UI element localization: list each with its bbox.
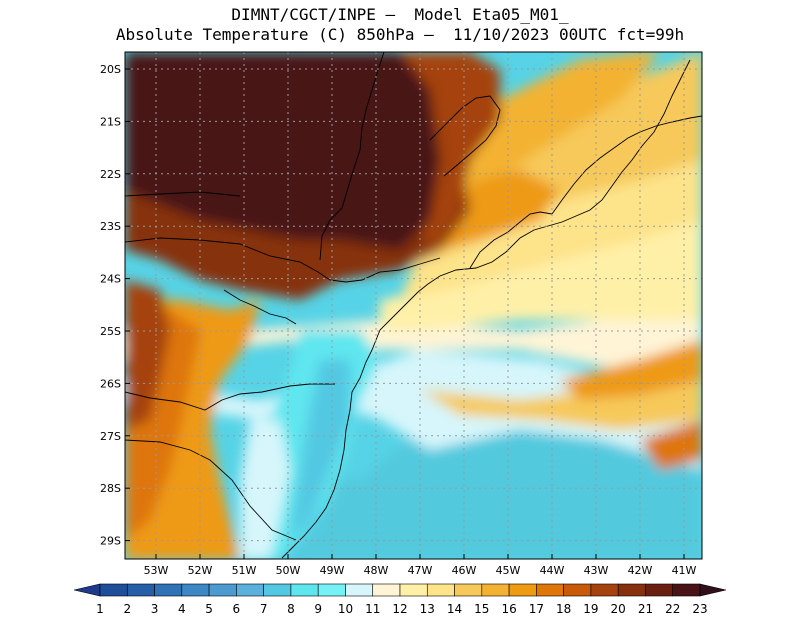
coastline-borders <box>125 52 702 559</box>
colorbar-label: 9 <box>314 602 322 616</box>
colorbar-label: 12 <box>392 602 407 616</box>
colorbar-label: 23 <box>692 602 707 616</box>
colorbar-swatch <box>454 583 483 597</box>
colorbar-label: 8 <box>287 602 295 616</box>
colorbar-label: 18 <box>556 602 571 616</box>
colorbar-swatch <box>481 583 510 597</box>
lon-tick-label: 44W <box>540 564 565 577</box>
colorbar-arrow-low <box>73 583 101 597</box>
longitude-axis: 53W 52W 51W 50W 49W 48W 47W 46W 45W 44W 43W 42W 41W <box>144 554 697 577</box>
colorbar-label: 16 <box>501 602 516 616</box>
colorbar-swatch <box>345 583 374 597</box>
colorbar-swatch <box>126 583 155 597</box>
lat-tick-label: 23S <box>100 220 121 233</box>
colorbar-swatch <box>590 583 619 597</box>
colorbar-swatch <box>536 583 564 597</box>
colorbar-label: 5 <box>205 602 213 616</box>
colorbar-label: 10 <box>338 602 353 616</box>
colorbar-swatch <box>563 583 592 597</box>
lon-tick-label: 49W <box>320 564 345 577</box>
colorbar-swatch <box>399 583 428 597</box>
colorbar-label: 11 <box>365 602 380 616</box>
lat-tick-label: 25S <box>100 325 121 338</box>
lat-tick-label: 27S <box>100 430 121 443</box>
colorbar-label: 4 <box>178 602 186 616</box>
temperature-field <box>125 52 702 559</box>
colorbar-label: 20 <box>611 602 626 616</box>
lon-tick-label: 43W <box>584 564 609 577</box>
colorbar-swatch <box>99 583 128 597</box>
colorbar-swatch <box>508 583 537 597</box>
colorbar-label: 21 <box>638 602 653 616</box>
colorbar-swatch <box>426 583 455 597</box>
colorbar-label: 13 <box>420 602 435 616</box>
map-title: DIMNT/CGCT/INPE – Model Eta05_M01_ <box>231 5 569 24</box>
colorbar-swatch <box>154 583 183 597</box>
colorbar-label: 19 <box>583 602 598 616</box>
lat-tick-label: 24S <box>100 273 121 286</box>
colorbar-swatch <box>617 583 646 597</box>
colorbar-label: 2 <box>123 602 131 616</box>
colorbar-swatch <box>208 583 237 597</box>
lon-tick-label: 45W <box>496 564 521 577</box>
colorbar <box>73 583 727 597</box>
lon-tick-label: 48W <box>364 564 389 577</box>
lon-tick-label: 41W <box>672 564 697 577</box>
colorbar-swatch <box>672 583 701 597</box>
colorbar-label: 1 <box>96 602 104 616</box>
lon-tick-label: 46W <box>452 564 477 577</box>
colorbar-swatch <box>317 583 346 597</box>
lon-tick-label: 52W <box>188 564 213 577</box>
colorbar-label: 14 <box>447 602 462 616</box>
lon-tick-label: 47W <box>408 564 433 577</box>
colorbar-swatch <box>236 583 264 597</box>
colorbar-swatch <box>372 583 401 597</box>
colorbar-swatch <box>181 583 210 597</box>
lon-tick-label: 51W <box>232 564 257 577</box>
colorbar-arrow-high <box>699 583 727 597</box>
colorbar-label: 6 <box>233 602 241 616</box>
lon-tick-label: 50W <box>276 564 301 577</box>
lat-tick-label: 29S <box>100 535 121 548</box>
map-subtitle: Absolute Temperature (C) 850hPa – 11/10/… <box>115 25 685 44</box>
colorbar-label: 15 <box>474 602 489 616</box>
colorbar-label: 7 <box>260 602 268 616</box>
latitude-axis: 20S 21S 22S 23S 24S 25S 26S 27S 28S 29S <box>100 63 130 548</box>
lat-tick-label: 26S <box>100 377 121 390</box>
colorbar-swatch <box>645 583 674 597</box>
lon-tick-label: 42W <box>628 564 653 577</box>
colorbar-label: 22 <box>665 602 680 616</box>
colorbar-label: 3 <box>151 602 159 616</box>
grid-lines <box>125 52 702 559</box>
colorbar-label: 17 <box>529 602 544 616</box>
colorbar-swatch <box>290 583 319 597</box>
plot-frame <box>124 51 703 560</box>
lon-tick-label: 53W <box>144 564 169 577</box>
colorbar-swatch <box>263 583 292 597</box>
lat-tick-label: 22S <box>100 168 121 181</box>
colorbar-labels: 1 2 3 4 5 6 7 8 9 10 11 12 13 14 15 16 17 18 19 20 21 22 23 <box>96 602 707 616</box>
lat-tick-label: 21S <box>100 115 121 128</box>
lat-tick-label: 20S <box>100 63 121 76</box>
lat-tick-label: 28S <box>100 482 121 495</box>
